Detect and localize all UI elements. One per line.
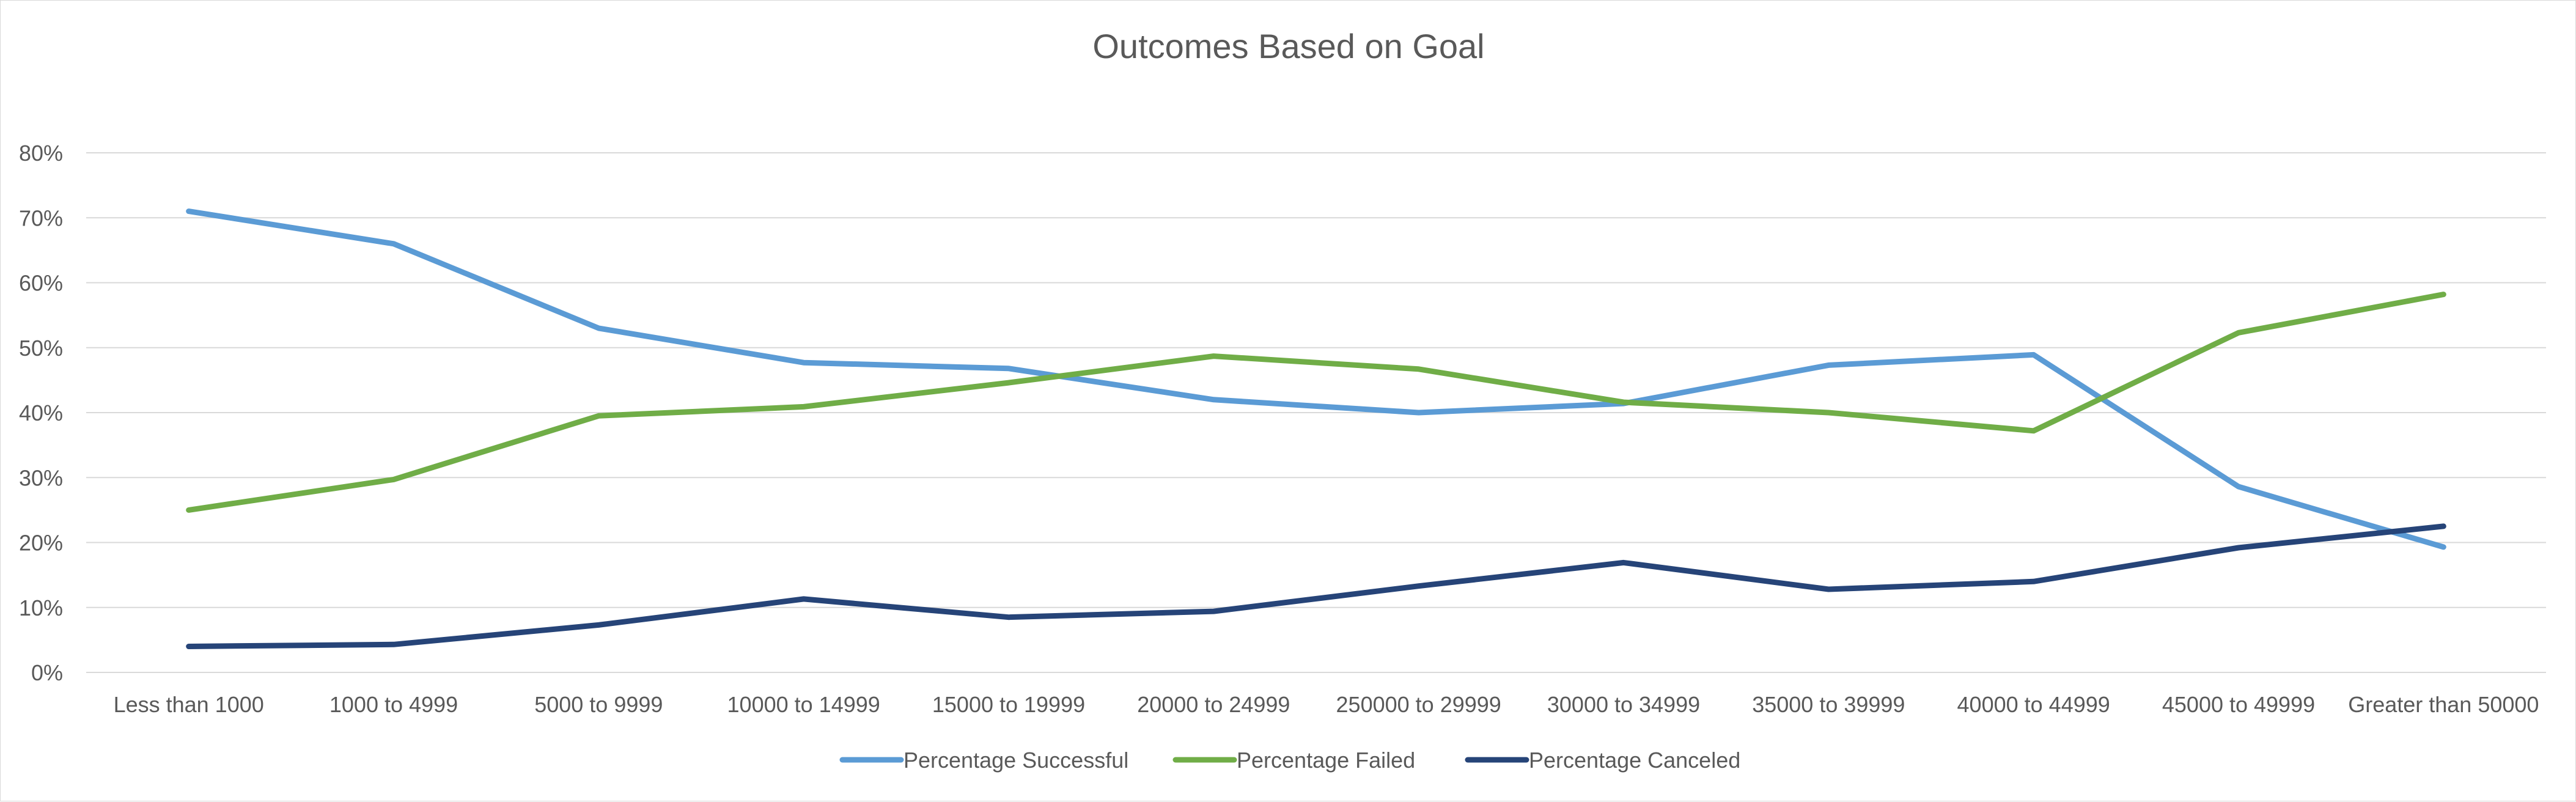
y-tick-label: 50% bbox=[19, 336, 63, 361]
series-line bbox=[186, 208, 2446, 550]
series-line bbox=[186, 292, 2446, 513]
y-tick-label: 20% bbox=[19, 531, 63, 556]
legend: Percentage Successful Percentage Failed Pe… bbox=[839, 748, 1740, 773]
x-axis-ticks: Less than 1000 1000 to 4999 5000 to 9999 10… bbox=[114, 692, 2539, 717]
x-tick-label: 5000 to 9999 bbox=[534, 692, 663, 717]
x-tick-label: 250000 to 29999 bbox=[1336, 692, 1501, 717]
legend-label: Percentage Canceled bbox=[1529, 748, 1740, 773]
x-tick-label: 45000 to 49999 bbox=[2162, 692, 2315, 717]
y-tick-label: 30% bbox=[19, 465, 63, 490]
legend-label: Percentage Successful bbox=[903, 748, 1128, 773]
x-tick-label: Greater than 50000 bbox=[2348, 692, 2539, 717]
y-axis-ticks: 0% 10% 20% 30% 40% 50% 60% 70% 80% bbox=[19, 141, 63, 685]
x-tick-label: 15000 to 19999 bbox=[932, 692, 1085, 717]
chart-title: Outcomes Based on Goal bbox=[1092, 27, 1484, 65]
x-tick-label: 10000 to 14999 bbox=[727, 692, 880, 717]
legend-label: Percentage Failed bbox=[1237, 748, 1415, 773]
y-tick-label: 70% bbox=[19, 205, 63, 230]
x-tick-label: 40000 to 44999 bbox=[1957, 692, 2110, 717]
y-tick-label: 0% bbox=[31, 660, 63, 685]
grid-layer bbox=[86, 152, 2546, 673]
x-tick-label: 1000 to 4999 bbox=[329, 692, 458, 717]
series-layer bbox=[186, 208, 2446, 649]
x-tick-label: 35000 to 39999 bbox=[1752, 692, 1905, 717]
y-tick-label: 40% bbox=[19, 400, 63, 425]
x-tick-label: 20000 to 24999 bbox=[1137, 692, 1290, 717]
x-tick-label: Less than 1000 bbox=[114, 692, 264, 717]
y-tick-label: 10% bbox=[19, 595, 63, 620]
y-tick-label: 60% bbox=[19, 271, 63, 296]
y-tick-label: 80% bbox=[19, 141, 63, 166]
series-line bbox=[186, 523, 2446, 649]
x-tick-label: 30000 to 34999 bbox=[1547, 692, 1700, 717]
